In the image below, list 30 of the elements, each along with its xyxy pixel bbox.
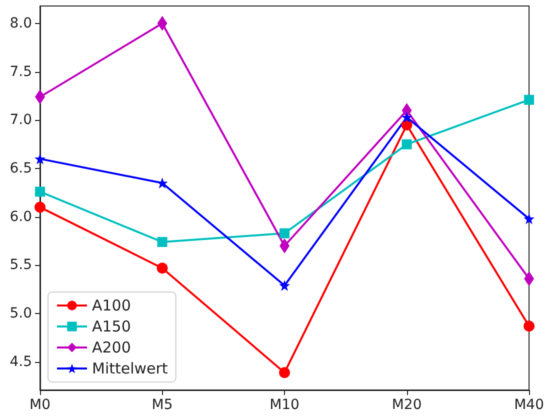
legend-label: A100 (92, 296, 131, 314)
legend-label: A200 (92, 338, 131, 356)
point (279, 367, 290, 378)
y-tick-label: 7.0 (10, 112, 32, 128)
point (157, 237, 168, 248)
point (35, 186, 45, 197)
x-tick-label: M0 (30, 397, 50, 413)
legend-label: A150 (92, 318, 131, 336)
x-tick-label: M40 (514, 397, 544, 413)
y-tick-label: 5.5 (10, 257, 32, 274)
x-tick-label: M5 (152, 397, 173, 413)
point (524, 213, 535, 224)
x-tick-label: M20 (392, 397, 422, 413)
point (279, 280, 290, 292)
point (401, 112, 412, 123)
point (524, 320, 535, 332)
point (524, 94, 534, 105)
y-tick-label: 4.5 (10, 354, 32, 370)
y-tick-label: 6.0 (10, 208, 32, 225)
y-tick-label: 7.5 (10, 64, 32, 80)
point (280, 228, 290, 238)
y-tick-label: 6.5 (10, 160, 32, 176)
point (402, 139, 412, 150)
point (34, 153, 46, 164)
x-tick-label: M10 (270, 397, 300, 413)
y-tick-label: 5.0 (10, 306, 32, 322)
point (156, 262, 168, 274)
point (34, 202, 46, 213)
legend-label: Mittelwert (92, 360, 168, 378)
y-tick-label: 8.0 (10, 15, 32, 32)
